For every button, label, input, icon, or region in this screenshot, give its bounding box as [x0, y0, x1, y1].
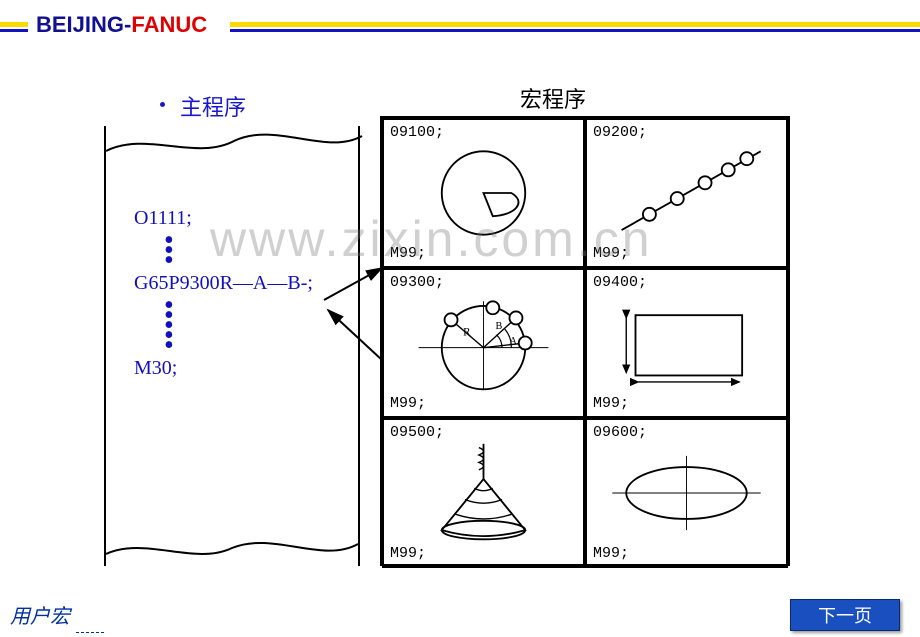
macro-cell-09400: 09400; M99; — [585, 268, 788, 418]
code-dots: ••• — [134, 236, 358, 266]
cell-id: 09500; — [390, 424, 444, 441]
label-macro-program: 宏程序 — [520, 82, 586, 114]
paper-bottom-tear-icon — [106, 536, 358, 566]
macro-cell-09300: 09300; R — [382, 268, 585, 418]
main-program-paper: O1111; ••• G65P9300R—A—B-; ••••• M30; — [104, 126, 360, 566]
main-content: 主程序 宏程序 O1111; ••• G65P9300R—A—B-; •••••… — [0, 70, 920, 597]
paper-top-tear-icon — [106, 126, 362, 156]
macro-cell-09500: 09500; M99; — [382, 418, 585, 568]
main-program-code: O1111; ••• G65P9300R—A—B-; ••••• M30; — [106, 161, 358, 380]
macro-cell-09200: 09200; M99; — [585, 118, 788, 268]
macro-cell-09600: 09600; M99; — [585, 418, 788, 568]
code-line: M30; — [134, 357, 358, 380]
cell-id: 09300; — [390, 274, 444, 291]
cell-id: 09200; — [593, 124, 647, 141]
cell-id: 09400; — [593, 274, 647, 291]
grid-row: 09100; M99; 09200; — [382, 118, 788, 268]
footer: 用户宏 下一页 — [0, 599, 920, 637]
grid-row: 09500; M99; 09600; — [382, 418, 788, 568]
cell-diagram-rect-icon — [587, 292, 786, 394]
header-lines-right — [230, 22, 920, 34]
svg-text:B: B — [496, 321, 503, 332]
header-lines-left — [0, 22, 28, 34]
header-fanuc: FANUC — [131, 12, 207, 37]
cell-id: 09600; — [593, 424, 647, 441]
cell-m99: M99; — [390, 245, 426, 262]
header-line-blue-r — [230, 29, 920, 32]
header-beijing: BEIJING- — [36, 12, 131, 37]
cell-diagram-bolt-circle-icon: R B A — [384, 292, 583, 394]
header-title: BEIJING-FANUC — [30, 12, 213, 38]
footer-left-text: 用户宏 — [10, 600, 70, 629]
bullet-icon — [160, 102, 165, 107]
cell-m99: M99; — [593, 245, 629, 262]
cell-m99: M99; — [390, 545, 426, 562]
next-page-button[interactable]: 下一页 — [790, 599, 900, 631]
cell-m99: M99; — [390, 395, 426, 412]
cell-m99: M99; — [593, 395, 629, 412]
cell-diagram-sphere-icon — [384, 142, 583, 244]
cell-diagram-cone-spiral-icon — [384, 442, 583, 544]
footer-dash-icon — [76, 632, 104, 633]
cell-diagram-line-holes-icon — [587, 142, 786, 244]
header-line-yellow — [0, 22, 28, 27]
grid-row: 09300; R — [382, 268, 788, 418]
header-line-blue — [0, 29, 28, 32]
cell-diagram-ellipse-icon — [587, 442, 786, 544]
cell-id: 09100; — [390, 124, 444, 141]
svg-text:A: A — [509, 336, 517, 347]
code-dots: ••••• — [134, 301, 358, 351]
header-line-yellow-r — [230, 22, 920, 27]
macro-cell-09100: 09100; M99; — [382, 118, 585, 268]
label-main-program: 主程序 — [180, 90, 246, 122]
svg-text:R: R — [463, 327, 471, 339]
cell-m99: M99; — [593, 545, 629, 562]
macro-grid: 09100; M99; 09200; — [380, 116, 790, 566]
